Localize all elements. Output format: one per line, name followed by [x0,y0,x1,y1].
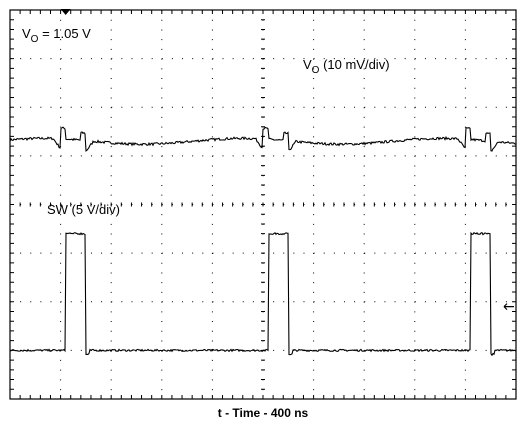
plot-frame [9,9,517,400]
vo-trace [9,126,516,152]
sw-trace [9,231,517,357]
traces [9,9,517,357]
annotation-vo-scale: VO (10 mV/div) [303,57,390,76]
x-axis-label: t - Time - 400 ns [218,406,309,420]
annotation-sw-scale: SW (5 V/div) [47,202,120,217]
tick-marks [10,10,516,399]
annotation-vo-setting: VO = 1.05 V [22,26,91,45]
level-marker [503,303,514,311]
trigger-marker [60,9,71,15]
